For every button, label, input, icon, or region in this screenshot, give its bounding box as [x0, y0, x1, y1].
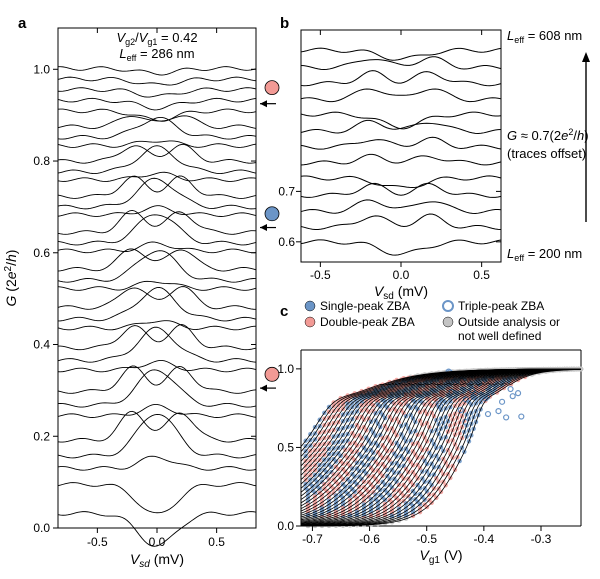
svg-text:-0.6: -0.6 — [359, 532, 380, 546]
trace-a-22 — [58, 176, 256, 198]
trace-a-32 — [58, 77, 256, 85]
svg-text:G ≈ 0.7(2e2/h): G ≈ 0.7(2e2/h) — [507, 127, 589, 143]
svg-text:0.4: 0.4 — [33, 338, 50, 352]
trace-b-5 — [301, 154, 501, 165]
svg-text:b: b — [280, 15, 289, 32]
svg-text:Single-peak ZBA: Single-peak ZBA — [320, 299, 410, 313]
svg-text:Vg2/Vg1 = 0.42: Vg2/Vg1 = 0.42 — [116, 30, 197, 47]
svg-text:Leff = 608 nm: Leff = 608 nm — [507, 28, 582, 45]
trace-b-10 — [301, 71, 501, 86]
trace-a-23 — [58, 172, 256, 181]
trace-a-30 — [58, 98, 256, 110]
svg-text:-0.5: -0.5 — [87, 535, 108, 549]
trace-a-26 — [58, 141, 256, 147]
svg-text:(traces offset): (traces offset) — [507, 146, 586, 161]
svg-text:-0.5: -0.5 — [310, 268, 331, 282]
trace-a-9 — [58, 327, 256, 362]
svg-text:Outside analysis or: Outside analysis or — [458, 315, 560, 329]
trace-a-31 — [58, 88, 256, 97]
trace-b-8 — [301, 112, 501, 129]
trace-a-25 — [58, 144, 256, 163]
trace-b-12 — [301, 48, 501, 60]
trace-a-19 — [58, 210, 256, 234]
trace-b-0 — [301, 240, 501, 255]
trace-a-12 — [58, 287, 256, 321]
svg-text:0.0: 0.0 — [393, 268, 410, 282]
trace-a-18 — [58, 215, 256, 245]
trace-b-2 — [301, 200, 501, 214]
trace-b-6 — [301, 137, 501, 149]
svg-text:Leff = 200 nm: Leff = 200 nm — [507, 246, 582, 263]
svg-text:-0.7: -0.7 — [302, 532, 323, 546]
svg-text:1.0: 1.0 — [33, 62, 50, 76]
svg-text:Triple-peak ZBA: Triple-peak ZBA — [458, 299, 544, 313]
svg-text:0.0: 0.0 — [33, 521, 50, 535]
svg-text:Double-peak ZBA: Double-peak ZBA — [320, 315, 415, 329]
trace-a-6 — [58, 370, 256, 407]
svg-text:1.0: 1.0 — [277, 362, 294, 376]
svg-text:c: c — [280, 303, 288, 320]
trace-a-14 — [58, 281, 256, 290]
svg-text:0.8: 0.8 — [33, 154, 50, 168]
trace-b-4 — [301, 176, 501, 188]
svg-text:a: a — [18, 15, 27, 32]
svg-text:G (2e2/h): G (2e2/h) — [3, 250, 19, 307]
trace-a-13 — [58, 287, 256, 310]
svg-text:-0.3: -0.3 — [531, 532, 552, 546]
trace-a-11 — [58, 321, 256, 330]
trace-a-1 — [58, 483, 256, 513]
trace-a-33 — [58, 67, 256, 75]
svg-text:0.6: 0.6 — [278, 235, 295, 249]
trace-a-15 — [58, 251, 256, 282]
trace-a-3 — [58, 414, 256, 457]
svg-text:0.0: 0.0 — [149, 535, 166, 549]
trace-b-7 — [301, 120, 501, 133]
trace-b-9 — [301, 89, 501, 102]
svg-text:not well defined: not well defined — [458, 329, 541, 343]
marker-dot — [265, 81, 279, 95]
svg-text:-0.4: -0.4 — [474, 532, 495, 546]
svg-text:-0.5: -0.5 — [416, 532, 437, 546]
svg-text:0.2: 0.2 — [33, 429, 50, 443]
trace-a-29 — [58, 109, 256, 121]
svg-text:Leff = 286 nm: Leff = 286 nm — [119, 46, 194, 63]
svg-text:Vsd (mV): Vsd (mV) — [130, 551, 184, 570]
svg-text:Vg1 (V): Vg1 (V) — [419, 547, 462, 566]
svg-text:0.5: 0.5 — [277, 440, 294, 454]
svg-text:0.5: 0.5 — [208, 535, 225, 549]
svg-text:0.7: 0.7 — [278, 184, 295, 198]
svg-text:0.5: 0.5 — [473, 268, 490, 282]
trace-a-21 — [58, 178, 256, 209]
trace-a-2 — [58, 456, 256, 470]
svg-text:0.6: 0.6 — [33, 246, 50, 260]
marker-dot — [265, 207, 279, 221]
trace-b-1 — [301, 214, 501, 230]
trace-b-3 — [301, 183, 501, 197]
svg-text:0.0: 0.0 — [277, 519, 294, 533]
